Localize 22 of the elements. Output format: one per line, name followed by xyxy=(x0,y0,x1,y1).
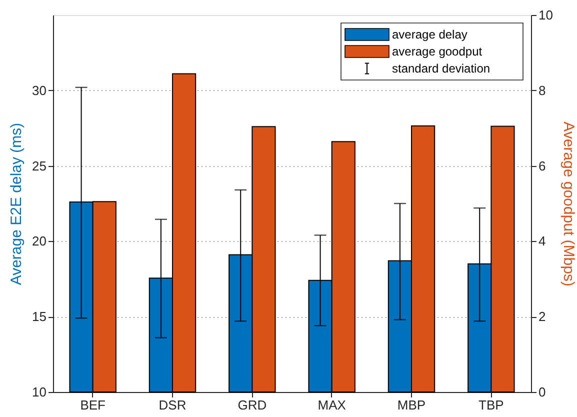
x-tick-label: TBP xyxy=(478,398,504,412)
y2-tick-label: 2 xyxy=(538,309,546,324)
x-tick-label: MBP xyxy=(397,398,426,412)
y-tick-label: 30 xyxy=(32,82,46,98)
y-tick-label: 10 xyxy=(32,384,46,400)
y2-tick-label: 8 xyxy=(538,82,546,98)
x-tick-label: GRD xyxy=(238,398,267,412)
annotation: standard deviation xyxy=(392,62,490,76)
y2-tick-label: 0 xyxy=(538,384,546,400)
x-tick-label: DSR xyxy=(158,398,186,412)
y2-tick-label: 6 xyxy=(538,158,546,174)
legend-label: average delay xyxy=(392,28,468,42)
x-tick-label: MAX xyxy=(318,398,346,412)
x-tick-label: BEF xyxy=(80,398,106,412)
y-tick-label: 25 xyxy=(32,158,46,174)
y-axis-title: Average E2E delay (ms) xyxy=(8,122,26,286)
y-tick-label: 20 xyxy=(32,234,46,249)
y2-tick-label: 10 xyxy=(538,8,553,22)
legend-label: average goodput xyxy=(392,44,483,58)
y-tick-label: 15 xyxy=(32,309,46,324)
y2-axis-title: Average goodput (Mbps) xyxy=(560,122,577,286)
y2-tick-label: 4 xyxy=(538,234,546,249)
